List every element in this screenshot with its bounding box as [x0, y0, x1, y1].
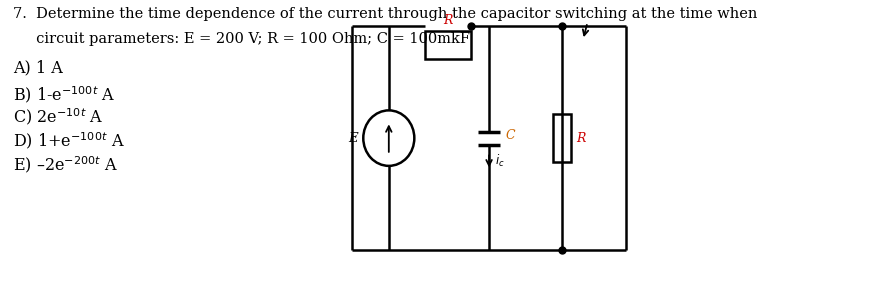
Text: circuit parameters: E = 200 V; R = 100 Ohm; C = 100mkF: circuit parameters: E = 200 V; R = 100 O… [13, 32, 470, 46]
Text: E: E [348, 132, 358, 145]
Text: E) –2e$^{-200t}$ A: E) –2e$^{-200t}$ A [13, 154, 118, 175]
Text: R: R [444, 14, 453, 27]
Text: A) 1 A: A) 1 A [13, 60, 63, 77]
Bar [425, 31, 471, 59]
Text: B) 1-e$^{-100t}$ A: B) 1-e$^{-100t}$ A [13, 84, 116, 105]
Text: D) 1+e$^{-100t}$ A: D) 1+e$^{-100t}$ A [13, 130, 125, 151]
Bar [553, 114, 571, 162]
Text: C: C [505, 129, 515, 142]
Text: 7.  Determine the time dependence of the current through the capacitor switching: 7. Determine the time dependence of the … [13, 7, 758, 21]
Text: C) 2e$^{-10t}$ A: C) 2e$^{-10t}$ A [13, 106, 103, 127]
Text: $i_c$: $i_c$ [495, 153, 504, 169]
Text: R: R [576, 132, 586, 145]
